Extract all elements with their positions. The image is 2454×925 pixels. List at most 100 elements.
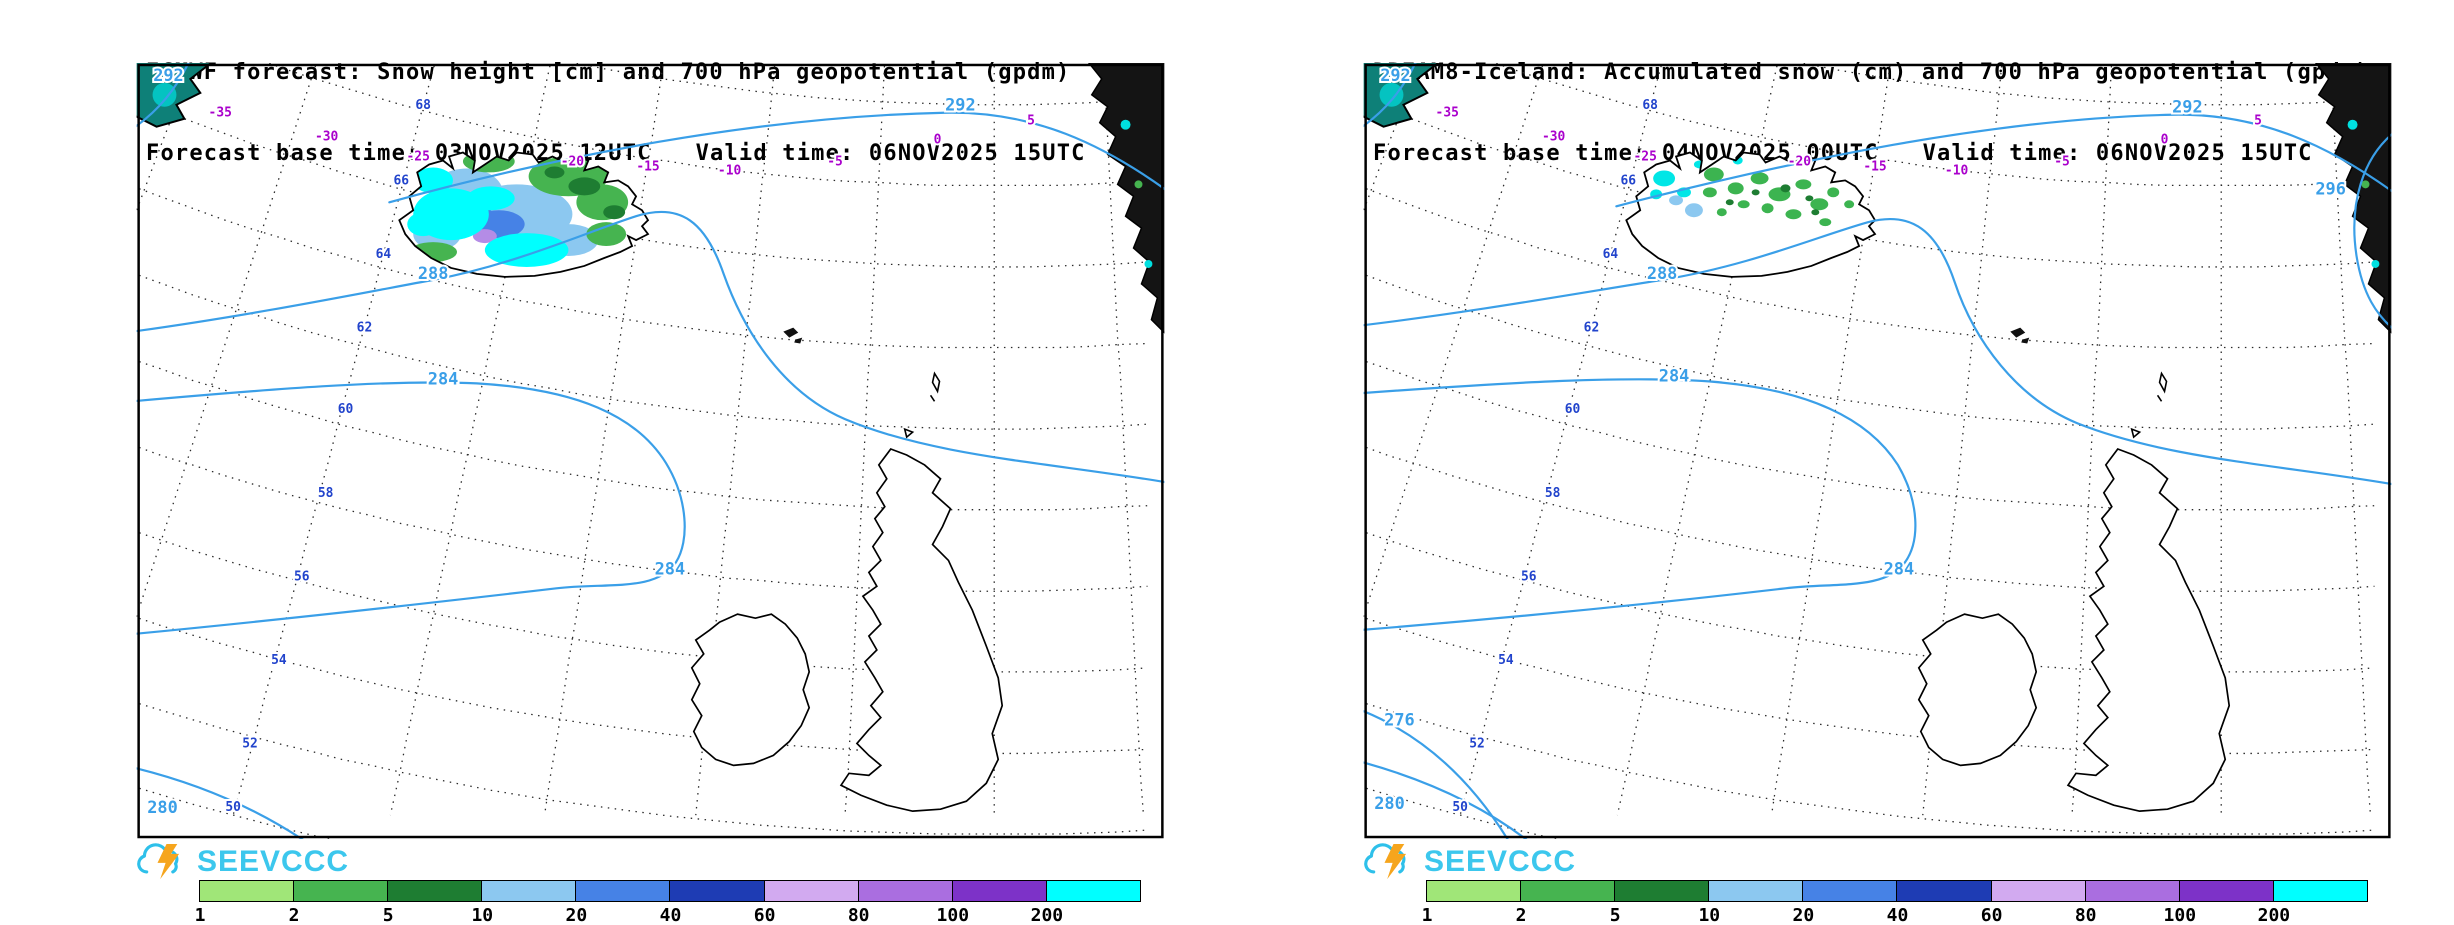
- latitude-label: 60: [1565, 402, 1581, 417]
- cloud-lightning-icon: [137, 843, 180, 880]
- colorbar-segment: [293, 880, 389, 902]
- geopotential-label: 292: [2172, 97, 2203, 117]
- shetland-islands: [2156, 371, 2168, 402]
- geopotential-label: 280: [147, 797, 178, 817]
- latitude-label: 68: [415, 98, 431, 113]
- geopotential-label: 276: [1384, 710, 1415, 730]
- colorbar-value: 10: [471, 905, 494, 925]
- geopotential-label: 296: [2315, 178, 2346, 198]
- panel-ecmwf: ECMWF forecast: Snow height [cm] and 700…: [136, 60, 1165, 925]
- faroe-islands: [2010, 327, 2030, 344]
- geopotential-label: 292: [945, 95, 976, 115]
- colorbar-value: 2: [288, 905, 300, 925]
- latitude-label: 56: [294, 569, 310, 584]
- longitude-label: -15: [1863, 159, 1886, 174]
- latitude-label: 50: [225, 800, 241, 815]
- colorbar-segment: [2178, 880, 2274, 902]
- colorbar-segment: [1045, 880, 1141, 902]
- longitude-label: -20: [1788, 154, 1811, 169]
- iceland-coast: [1625, 151, 1877, 278]
- colorbar-value: 200: [2257, 905, 2291, 925]
- colorbar-segment: [763, 880, 859, 902]
- colorbar-value: 1: [194, 905, 206, 925]
- norway-coast: [1087, 62, 1165, 334]
- greenland-snow: [152, 82, 177, 107]
- geopotential-contours: [136, 62, 1165, 840]
- colorbar-segments: [1426, 880, 2368, 902]
- colorbar-segment: [1708, 880, 1804, 902]
- latitude-label: 52: [242, 736, 258, 751]
- longitude-label: -30: [315, 130, 338, 145]
- longitude-label: 5: [2254, 114, 2262, 129]
- geopotential-label: 284: [1884, 558, 1915, 578]
- greenland-snow: [1379, 82, 1404, 107]
- latitude-label: 60: [338, 402, 354, 417]
- latitude-label: 52: [1469, 736, 1485, 751]
- snow-shading: [407, 152, 629, 267]
- colorbar-segment: [481, 880, 577, 902]
- map-ecmwf: 29229228828428428068666462605856545250-3…: [136, 62, 1165, 840]
- valid-time-label: Valid time: 06NOV2025 15UTC: [1922, 141, 2313, 166]
- faroe-islands: [783, 327, 803, 344]
- norway-coast: [2314, 62, 2392, 334]
- map-frame: [137, 63, 1164, 839]
- colorbar-segment: [857, 880, 953, 902]
- logo-text: SEEVCCC: [197, 845, 350, 878]
- latitude-label: 54: [1498, 653, 1514, 668]
- colorbar-value: 1: [1421, 905, 1433, 925]
- longitude-label: -25: [1634, 149, 1657, 164]
- snow-colorbar: 1 2 5 10 20 40 60 80 100 200: [195, 880, 1141, 925]
- longitude-label: -5: [827, 154, 843, 169]
- colorbar-segment: [1802, 880, 1898, 902]
- latitude-label: 68: [1642, 98, 1658, 113]
- geopotential-label: 280: [1374, 793, 1405, 813]
- longitude-label: -15: [636, 159, 659, 174]
- geopotential-label: 284: [655, 558, 686, 578]
- longitude-label: 5: [1027, 114, 1035, 129]
- colorbar-value: 10: [1698, 905, 1721, 925]
- orkney-islands: [903, 427, 915, 439]
- latitude-label: 62: [1584, 321, 1600, 336]
- latitude-label: 58: [318, 486, 334, 501]
- longitude-label: -25: [407, 149, 430, 164]
- latitude-label: 64: [1603, 247, 1619, 262]
- longitude-label: -35: [209, 106, 232, 121]
- graticule: [136, 62, 1148, 840]
- map-labels: 29229228828428428068666462605856545250-3…: [145, 63, 1037, 819]
- geopotential-label: 288: [1647, 263, 1678, 283]
- seevccc-logo: SEEVCCC: [1362, 843, 1576, 881]
- valid-time-label: Valid time: 06NOV2025 15UTC: [695, 141, 1086, 166]
- colorbar-segment: [1990, 880, 2086, 902]
- longitude-label: -10: [718, 163, 741, 178]
- colorbar-value: 5: [1609, 905, 1621, 925]
- latitude-label: 56: [1521, 569, 1537, 584]
- graticule: [1363, 62, 2375, 840]
- geopotential-label: 292: [153, 65, 184, 85]
- latitude-label: 58: [1545, 486, 1561, 501]
- map-frame: [1364, 63, 2391, 839]
- colorbar-segment: [2084, 880, 2180, 902]
- colorbar-segment: [669, 880, 765, 902]
- cloud-lightning-icon: [1364, 843, 1407, 880]
- colorbar-value: 20: [1792, 905, 1815, 925]
- colorbar-value: 60: [753, 905, 776, 925]
- colorbar-value: 80: [2074, 905, 2097, 925]
- geopotential-label: 288: [418, 263, 449, 283]
- map-area-dream8: 292 292 288 284 284 280 276 296 68 66 64 62 60 58 56 54…: [1362, 62, 2393, 840]
- longitude-label: -35: [1436, 106, 1459, 121]
- colorbar-segment: [951, 880, 1047, 902]
- geopotential-label: 292: [1380, 65, 1411, 85]
- colorbar-segments: [199, 880, 1141, 902]
- map-dream8: 292 292 288 284 284 280 276 296 68 66 64 62 60 58 56 54…: [1363, 62, 2392, 840]
- colorbar-value: 60: [1980, 905, 2003, 925]
- colorbar-segment: [2272, 880, 2368, 902]
- shetland-islands: [929, 371, 941, 402]
- ireland-coast: [1917, 613, 2038, 767]
- colorbar-segment: [575, 880, 671, 902]
- ireland-coast: [690, 613, 811, 767]
- longitude-label: -20: [561, 154, 584, 169]
- latitude-label: 66: [394, 173, 410, 188]
- colorbar-value: 5: [382, 905, 394, 925]
- colorbar-value: 100: [936, 905, 970, 925]
